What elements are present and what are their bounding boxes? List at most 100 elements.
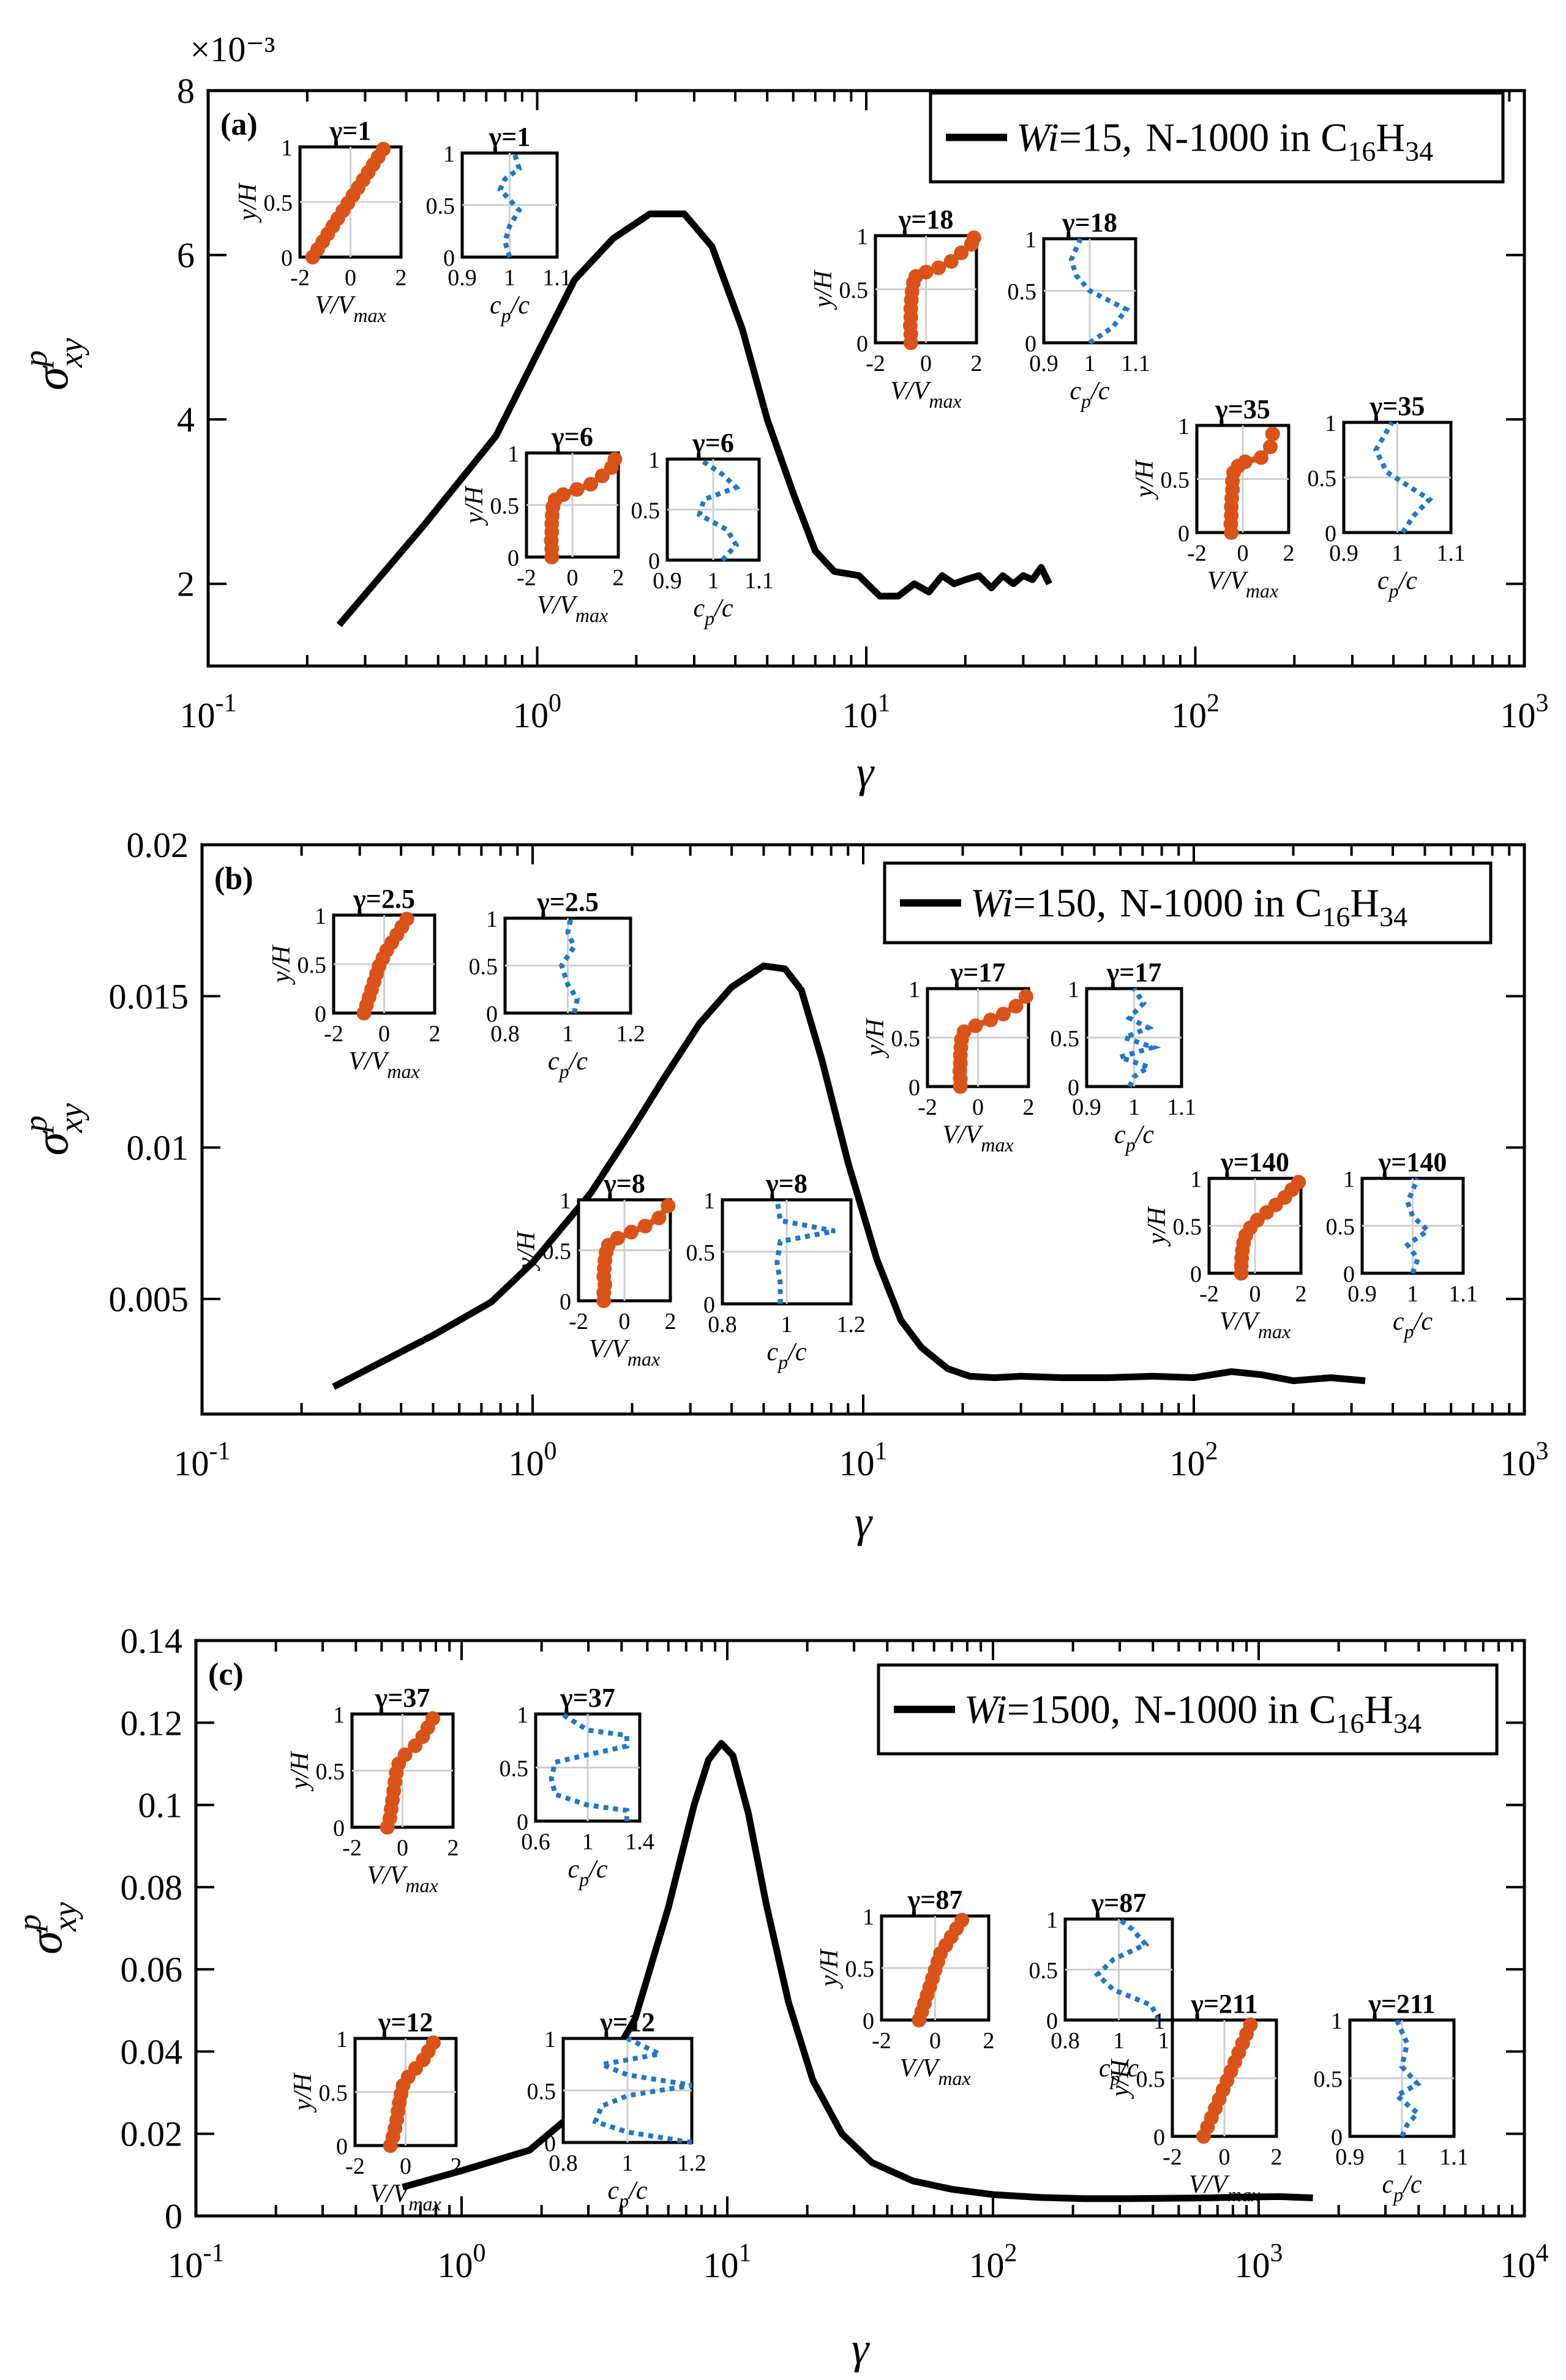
inset-y-label: y/H (268, 944, 296, 985)
inset-x-tick-label: 1.1 (1448, 1281, 1478, 1307)
inset-x-tick-label: -2 (342, 1835, 362, 1861)
inset-y-tick-label: 1 (909, 977, 920, 1003)
inset-y-tick-label: 0 (336, 2134, 348, 2160)
concentration-profile-inset: γ=37 0 0.5 1 0.6 1 1.4 cp/c (500, 1683, 654, 1890)
inset-x-tick-label: 2 (451, 2154, 462, 2179)
panel-label: (c) (208, 1657, 244, 1692)
inset-y-tick-label: 0 (856, 331, 868, 357)
x-tick-label: 100 (513, 689, 561, 735)
panel-label: (b) (214, 861, 253, 896)
inset-title: γ=6 (692, 428, 734, 458)
inset-y-tick-label: 0 (1190, 1262, 1202, 1287)
inset-y-tick-label: 1 (1190, 1167, 1202, 1192)
concentration-line (774, 1199, 836, 1304)
y-tick-label: 0.12 (121, 1703, 183, 1743)
x-tick-label: 10-1 (180, 689, 237, 735)
inset-y-tick-label: 0.5 (527, 2079, 556, 2105)
inset-x-tick-label: -2 (324, 1021, 343, 1047)
concentration-line (1112, 987, 1161, 1088)
inset-x-tick-label: 0.9 (1335, 2144, 1365, 2170)
inset-y-tick-label: 0.5 (298, 952, 327, 978)
inset-x-tick-label: 0 (920, 351, 932, 376)
inset-x-tick-label: 1 (1407, 1281, 1418, 1307)
inset-y-tick-label: 1 (1331, 2008, 1343, 2034)
inset-x-tick-label: 1.1 (1439, 2144, 1469, 2170)
inset-y-label: y/H (1143, 1206, 1171, 1247)
y-tick-label: 0.01 (127, 1128, 189, 1168)
x-axis-label: γ (856, 747, 875, 796)
inset-title: γ=1 (329, 116, 372, 146)
inset-x-tick-label: 2 (983, 2028, 995, 2054)
inset-x-tick-label: 0 (619, 1309, 631, 1334)
inset-y-tick-label: 1 (443, 141, 455, 167)
inset-y-tick-label: 0 (1331, 2125, 1343, 2150)
inset-x-tick-label: 1 (504, 265, 515, 291)
legend-box (877, 1663, 1499, 1756)
inset-x-tick-label: 1 (562, 1021, 574, 1047)
inset-title: γ=35 (1215, 394, 1270, 424)
inset-y-tick-label: 0 (508, 545, 519, 571)
inset-x-label: V/Vmax (942, 1121, 1013, 1156)
velocity-line (907, 236, 977, 343)
concentration-profile-inset: γ=140 0 0.5 1 0.9 1 1.1 cp/c (1326, 1147, 1478, 1342)
inset-title: γ=87 (907, 1885, 963, 1915)
inset-x-tick-label: 1.2 (836, 1312, 866, 1338)
inset-y-tick-label: 0.5 (686, 1240, 716, 1266)
concentration-line (592, 2036, 692, 2145)
y-multiplier: ×10⁻³ (190, 29, 275, 69)
inset-x-tick-label: 0.9 (1347, 1281, 1377, 1307)
inset-x-tick-label: -2 (345, 2154, 365, 2179)
inset-x-tick-label: 0.9 (448, 265, 477, 291)
inset-y-tick-label: 1 (863, 1904, 874, 1930)
inset-x-label: cp/c (694, 594, 733, 629)
inset-x-tick-label: 0 (1237, 541, 1249, 566)
inset-y-tick-label: 0 (1153, 2125, 1165, 2150)
concentration-profile-inset: γ=18 0 0.5 1 0.9 1 1.1 cp/c (1008, 208, 1150, 412)
inset-y-tick-label: 0.5 (1136, 2067, 1166, 2092)
inset-x-label: cp/c (608, 2177, 648, 2212)
concentration-profile-inset: γ=12 0 0.5 1 0.8 1 1.2 cp/c (527, 2007, 706, 2212)
inset-y-label: y/H (1106, 2058, 1134, 2099)
inset-y-tick-label: 0.5 (1314, 2067, 1343, 2092)
inset-title: γ=140 (1220, 1147, 1289, 1177)
inset-x-tick-label: 0.6 (521, 1829, 550, 1855)
legend-label: Wi=15, N-1000 in C16H34 (1016, 116, 1433, 167)
legend: Wi=1500, N-1000 in C16H34 (877, 1663, 1499, 1756)
inset-y-tick-label: 1 (281, 135, 293, 161)
inset-title: γ=211 (1368, 1989, 1435, 2019)
x-axis-label: γ (852, 2324, 870, 2373)
inset-y-label: y/H (460, 485, 489, 526)
inset-x-tick-label: 2 (1271, 2144, 1283, 2170)
inset-y-tick-label: 0 (443, 245, 455, 271)
inset-x-tick-label: 1 (781, 1312, 793, 1338)
inset-y-tick-label: 1 (1068, 977, 1079, 1003)
inset-y-tick-label: 1 (1325, 411, 1336, 436)
inset-y-label: y/H (861, 1017, 890, 1058)
inset-y-label: y/H (286, 1751, 314, 1792)
inset-y-tick-label: 0 (315, 1001, 326, 1027)
velocity-line (1238, 1180, 1301, 1273)
inset-x-label: cp/c (1377, 567, 1417, 602)
inset-title: γ=18 (898, 204, 954, 234)
inset-x-label: V/Vmax (890, 377, 961, 412)
y-tick-label: 0.08 (121, 1868, 183, 1907)
inset-x-tick-label: -2 (866, 351, 885, 376)
inset-y-tick-label: 1 (544, 2027, 556, 2053)
x-tick-label: 104 (1500, 2239, 1549, 2285)
inset-x-tick-label: 1.1 (1167, 1095, 1196, 1120)
inset-x-tick-label: 1 (708, 568, 719, 594)
inset-x-tick-label: -2 (918, 1095, 937, 1120)
inset-title: γ=12 (378, 2007, 433, 2037)
inset-x-tick-label: 2 (1283, 541, 1295, 566)
inset-y-tick-label: 0.5 (542, 1239, 572, 1265)
panel-3: 10-1 100 101 102 103 10400.020.040.060.080.10… (11, 1621, 1549, 2373)
inset-x-label: cp/c (548, 1047, 588, 1082)
